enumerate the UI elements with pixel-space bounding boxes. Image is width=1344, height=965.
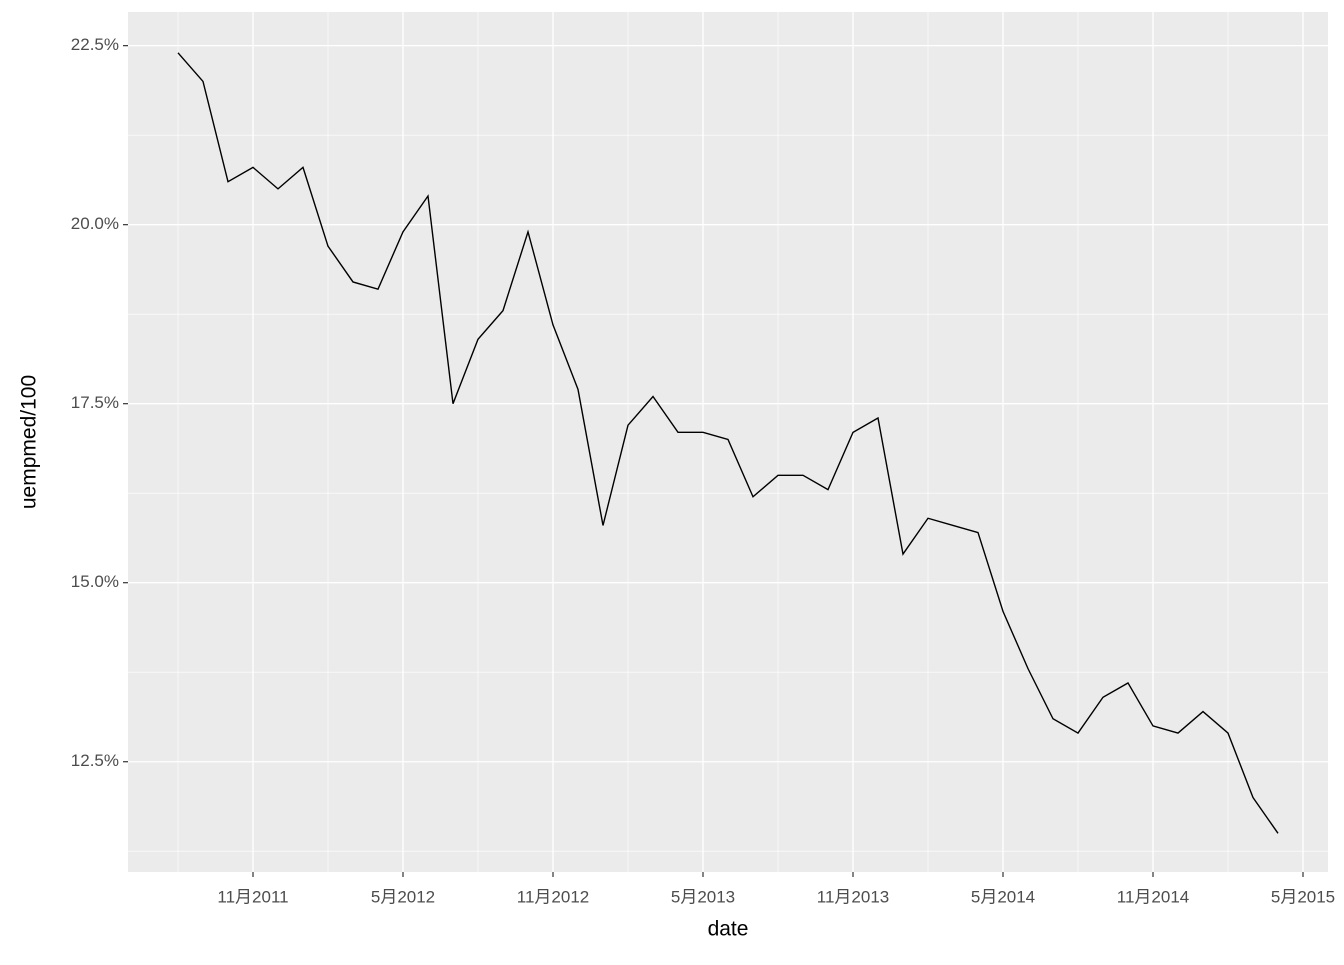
y-tick-label: 22.5% (71, 35, 119, 54)
x-tick-label: 5月2014 (971, 887, 1035, 906)
x-axis-title: date (708, 918, 749, 941)
y-tick-label: 15.0% (71, 572, 119, 591)
y-tick-label: 20.0% (71, 214, 119, 233)
y-axis-title: uempmed/100 (18, 375, 41, 509)
x-tick-label: 5月2015 (1271, 887, 1335, 906)
x-tick-label: 5月2013 (671, 887, 735, 906)
x-tick-label: 11月2014 (1117, 887, 1189, 906)
x-tick-label: 11月2011 (217, 887, 288, 906)
x-tick-label: 5月2012 (371, 887, 435, 906)
data-line (177, 52, 1279, 834)
x-tick-label: 11月2012 (517, 887, 589, 906)
y-tick-label: 12.5% (71, 751, 119, 770)
panel (128, 12, 1328, 872)
y-tick-label: 17.5% (71, 393, 119, 412)
x-tick-label: 11月2013 (817, 887, 889, 906)
